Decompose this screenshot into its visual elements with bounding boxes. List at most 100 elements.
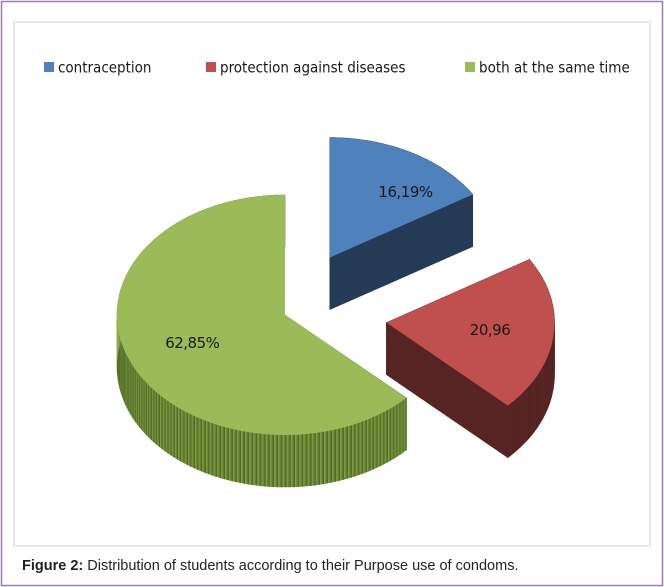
slice-side — [315, 432, 320, 486]
slice-side — [177, 406, 182, 462]
slice-side — [403, 397, 407, 453]
slice-side — [184, 410, 189, 466]
caption: Figure 2: Distribution of students accor… — [22, 558, 518, 574]
slice-side — [520, 391, 525, 447]
slice-side — [311, 432, 316, 486]
slice-side — [144, 379, 147, 436]
slice-side — [198, 417, 203, 472]
data-label: 16,19% — [378, 183, 432, 201]
slice-side — [248, 431, 254, 486]
slice-side — [323, 430, 329, 485]
slice-side — [525, 386, 529, 443]
slice — [117, 195, 407, 435]
slice-side — [518, 393, 522, 450]
slice-side — [277, 434, 283, 488]
slice-side — [358, 420, 364, 476]
slice-side — [347, 424, 352, 479]
slice-side — [331, 429, 337, 483]
caption-text: Distribution of students according to th… — [87, 558, 519, 574]
slice-group — [116, 194, 407, 488]
slice-side — [339, 427, 345, 481]
slice-side — [159, 394, 163, 450]
slice-side — [220, 425, 225, 480]
slice-side — [212, 423, 218, 478]
slice-side — [187, 412, 192, 468]
caption-label: Figure 2: — [22, 558, 84, 574]
legend-label: both at the same time — [479, 59, 630, 77]
slice-side — [351, 423, 356, 478]
slice-side — [232, 428, 237, 483]
slice-side — [190, 414, 195, 469]
slice-side — [162, 396, 166, 452]
legend-swatch — [465, 62, 475, 72]
slice-side — [194, 415, 199, 471]
slice-side — [298, 433, 304, 487]
slice-side — [383, 409, 389, 465]
slice-side — [400, 399, 404, 455]
slice-side — [513, 398, 517, 454]
slice-side — [244, 431, 250, 485]
slice-side — [141, 377, 145, 434]
slice-side — [205, 420, 210, 475]
slice-side — [393, 403, 398, 459]
slice-side — [236, 429, 241, 484]
slice-side — [260, 433, 266, 487]
slice-side — [171, 402, 175, 458]
slice-side — [327, 429, 333, 484]
slice-side — [343, 425, 349, 480]
slice-side — [256, 432, 262, 487]
slice-side — [530, 380, 534, 438]
slice-side — [269, 434, 275, 488]
slice-side — [355, 422, 360, 477]
slice — [386, 259, 555, 406]
slice-side — [369, 416, 375, 471]
slice-side — [151, 387, 155, 443]
data-label: 20,96 — [470, 321, 510, 339]
slice-side — [228, 427, 233, 482]
slice-side — [515, 395, 520, 452]
slice-side — [290, 434, 296, 488]
slice — [329, 137, 473, 258]
slice-group — [329, 137, 474, 311]
slice-side — [165, 398, 169, 454]
slice-side — [390, 405, 395, 461]
slice-side — [377, 413, 382, 468]
slice-side — [294, 434, 300, 488]
slice-side — [387, 407, 392, 463]
slice-side — [523, 388, 527, 445]
slice-side — [148, 384, 152, 441]
slice-side — [209, 421, 214, 476]
slice-side — [362, 419, 367, 474]
slice-side — [180, 408, 185, 464]
slice-side — [156, 391, 160, 448]
slice-group — [386, 258, 555, 459]
slice-side — [174, 404, 179, 460]
legend-label: protection against diseases — [220, 59, 406, 77]
slice-side — [281, 434, 287, 488]
slice-side — [507, 402, 512, 459]
slice-side — [306, 433, 312, 487]
slice-side — [216, 424, 222, 479]
slice-side — [319, 431, 325, 485]
slice-side — [528, 383, 531, 440]
slice-side — [146, 382, 150, 439]
slice-side — [153, 389, 158, 446]
slice-side — [510, 400, 514, 457]
slice-side — [396, 401, 401, 457]
slice-side — [168, 400, 172, 456]
slice-side — [240, 430, 245, 484]
slice-side — [224, 426, 229, 481]
legend-swatch — [44, 62, 54, 72]
slice-side — [201, 418, 206, 474]
slice-side — [285, 434, 291, 488]
slice-side — [139, 374, 143, 431]
slice-side — [380, 411, 385, 466]
legend-swatch — [206, 62, 216, 72]
slice-side — [366, 417, 371, 473]
slice-side — [252, 432, 258, 486]
slice-side — [302, 433, 308, 487]
slice-side — [264, 433, 270, 487]
slice-side — [335, 428, 341, 482]
